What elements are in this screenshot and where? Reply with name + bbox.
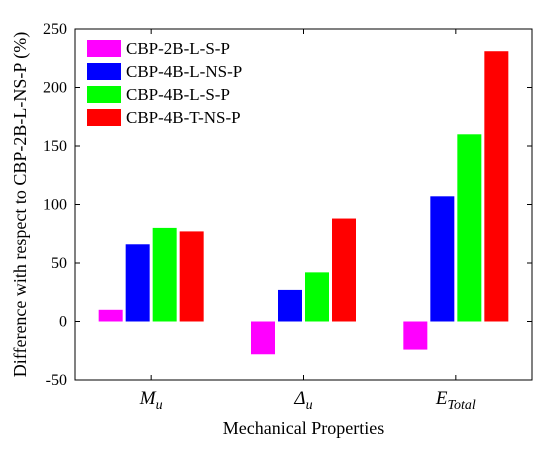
x-axis-title: Mechanical Properties [223,418,384,438]
legend-label: CBP-2B-L-S-P [126,39,230,58]
axis-ticks: -50 0 50 100 150 200 250 [43,21,532,389]
category-labels: Mu Δu ETotal [139,388,476,413]
legend: CBP-2B-L-S-P CBP-4B-L-NS-P CBP-4B-L-S-P CBP… [87,39,242,127]
x-tick-label: Δu [293,388,312,413]
legend-swatch [87,109,121,126]
bar-2-1 [251,321,275,355]
y-tick-label: 50 [51,255,67,272]
x-tick-label: ETotal [435,388,476,413]
legend-label: CBP-4B-T-NS-P [126,108,241,127]
y-tick-label: -50 [46,372,67,389]
bar-3-4 [484,51,509,322]
legend-swatch [87,63,121,80]
bar-1-4 [179,231,204,322]
legend-label: CBP-4B-L-NS-P [126,62,242,81]
legend-swatch [87,86,121,103]
y-tick-label: 200 [43,80,67,97]
y-tick-label: 250 [43,21,67,38]
x-tick-label: Mu [139,388,163,413]
y-tick-label: 100 [43,197,67,214]
bar-3-1 [403,321,428,350]
bar-3-3 [457,134,482,322]
bar-2-3 [305,272,329,322]
bar-3-2 [430,196,455,322]
bars-group [98,51,509,355]
bar-1-2 [125,244,150,322]
y-tick-label: 150 [43,138,67,155]
legend-swatch [87,40,121,57]
legend-label: CBP-4B-L-S-P [126,85,230,104]
y-tick-label: 0 [59,314,67,331]
bar-1-1 [98,309,123,322]
bar-1-3 [152,227,177,322]
bar-2-2 [278,289,302,322]
bar-2-4 [332,218,356,322]
y-axis-title: Difference with respect to CBP-2B-L-NS-P… [10,32,31,377]
